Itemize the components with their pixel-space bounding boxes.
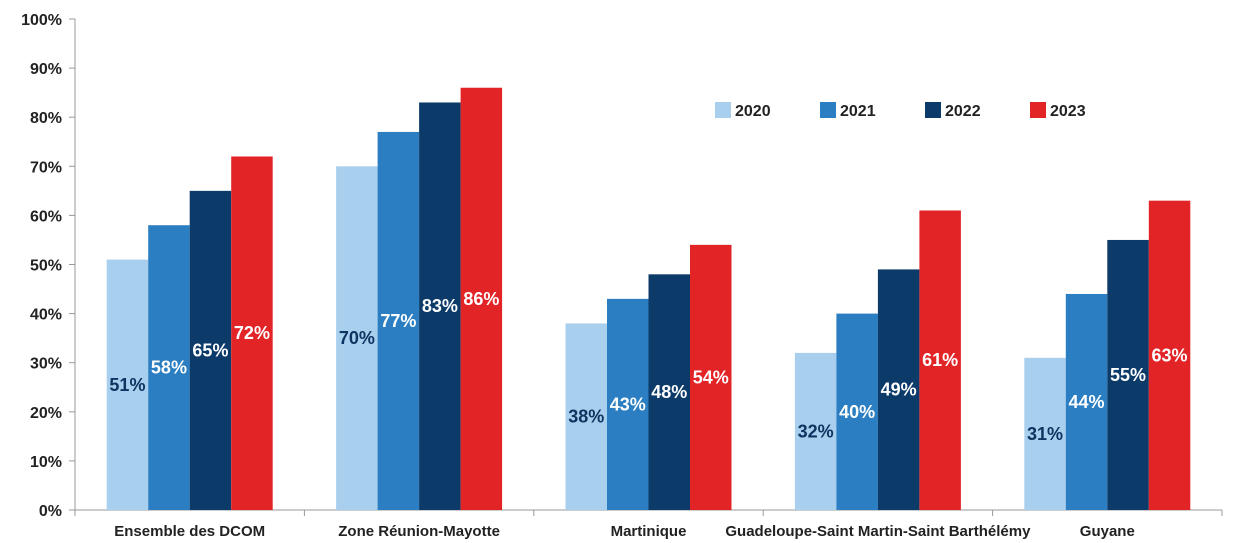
data-label: 83%: [422, 296, 458, 316]
data-label: 38%: [568, 407, 604, 427]
bar: [1024, 357, 1066, 510]
data-labels: 51% 70% 38% 32% 31% 58% 77% 43% 40% 44% 65% 83% 48% 4…: [109, 289, 1187, 444]
bar: [189, 190, 232, 510]
x-tick-label: Martinique: [611, 523, 687, 540]
data-label: 72%: [234, 323, 270, 343]
legend-label: 2022: [945, 103, 981, 120]
data-label: 58%: [151, 358, 187, 378]
data-label: 77%: [380, 311, 416, 331]
y-tick-label: 20%: [30, 405, 62, 422]
bar: [836, 313, 878, 510]
legend-label: 2023: [1050, 103, 1086, 120]
legend-swatch: [925, 102, 941, 118]
data-label: 43%: [610, 394, 646, 414]
y-tick-label: 60%: [30, 208, 62, 225]
legend-swatch: [1030, 102, 1046, 118]
data-label: 86%: [463, 289, 499, 309]
data-label: 55%: [1110, 365, 1146, 385]
bar: [794, 352, 837, 510]
x-tick-label: Guadeloupe-Saint Martin-Saint Barthélémy: [725, 523, 1031, 540]
data-label: 65%: [192, 340, 228, 360]
data-label: 49%: [881, 380, 917, 400]
bar: [460, 87, 503, 511]
bar: [565, 323, 607, 510]
y-tick-label: 100%: [21, 12, 62, 29]
y-tick-label: 50%: [30, 258, 62, 275]
y-tick-label: 90%: [30, 61, 62, 78]
data-label: 70%: [339, 328, 375, 348]
bar: [1148, 200, 1191, 511]
data-label: 54%: [693, 367, 729, 387]
data-label: 31%: [1027, 424, 1063, 444]
y-tick-label: 30%: [30, 356, 62, 373]
bar: [148, 225, 190, 510]
data-label: 40%: [839, 402, 875, 422]
bar: [231, 156, 273, 511]
x-tick-label: Ensemble des DCOM: [114, 523, 265, 540]
axes: 0% 10% 20% 30% 40% 50% 60% 70% 80% 90% 100% Ensembl…: [21, 12, 1223, 540]
bar: [877, 269, 920, 510]
legend-label: 2021: [840, 103, 876, 120]
bar: [336, 166, 378, 511]
legend-swatch: [820, 102, 836, 118]
bar: [106, 259, 149, 510]
y-tick-label: 40%: [30, 307, 62, 324]
legend-label: 2020: [735, 103, 771, 120]
y-tick-label: 80%: [30, 110, 62, 127]
data-label: 63%: [1152, 345, 1188, 365]
data-label: 44%: [1069, 392, 1105, 412]
bar: [690, 244, 732, 511]
bar: [1107, 239, 1149, 510]
y-tick-label: 70%: [30, 159, 62, 176]
legend-swatch: [715, 102, 731, 118]
bar: [1065, 293, 1108, 510]
data-label: 32%: [798, 421, 834, 441]
y-tick-label: 0%: [39, 503, 62, 520]
legend: 2020 2021 2022 2023: [715, 102, 1086, 120]
data-label: 61%: [922, 350, 958, 370]
bar: [377, 131, 420, 510]
bar: [648, 274, 690, 510]
x-tick-label: Guyane: [1080, 523, 1135, 540]
bar: [419, 102, 461, 510]
x-tick-label: Zone Réunion-Mayotte: [338, 523, 500, 540]
data-label: 51%: [109, 375, 145, 395]
data-label: 48%: [651, 382, 687, 402]
y-tick-label: 10%: [30, 454, 62, 471]
bar: [607, 298, 649, 510]
bar: [919, 210, 961, 511]
bars: [106, 87, 1191, 511]
